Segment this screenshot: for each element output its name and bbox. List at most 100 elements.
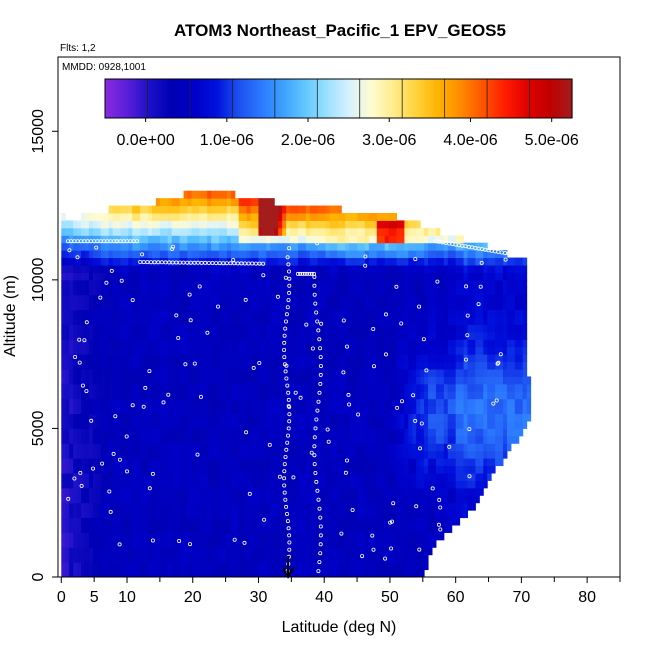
heatmap-cell xyxy=(124,473,129,481)
heatmap-cell xyxy=(404,421,409,429)
heatmap-cell xyxy=(187,554,192,563)
heatmap-cell xyxy=(234,205,240,214)
heatmap-cell xyxy=(222,331,228,340)
heatmap-cell xyxy=(455,250,461,259)
heatmap-cell xyxy=(451,502,457,511)
heatmap-cell xyxy=(388,324,394,333)
heatmap-cell xyxy=(155,554,161,563)
heatmap-cell xyxy=(230,391,236,400)
heatmap-cell xyxy=(282,383,287,392)
heatmap-cell xyxy=(384,287,390,296)
heatmap-cell xyxy=(357,294,362,303)
heatmap-cell xyxy=(199,317,204,325)
heatmap-cell xyxy=(230,532,236,541)
heatmap-cell xyxy=(219,257,224,266)
heatmap-cell xyxy=(293,450,299,459)
heatmap-cell xyxy=(112,398,117,407)
heatmap-cell xyxy=(148,250,153,259)
heatmap-cell xyxy=(286,235,291,244)
heatmap-cell xyxy=(372,376,378,385)
heatmap-cell xyxy=(222,450,228,459)
heatmap-cell xyxy=(116,413,121,422)
heatmap-cell xyxy=(73,383,78,392)
heatmap-cell xyxy=(368,317,374,325)
heatmap-cell xyxy=(392,242,398,251)
heatmap-cell xyxy=(116,450,121,459)
heatmap-cell xyxy=(368,539,374,548)
heatmap-cell xyxy=(317,413,323,422)
heatmap-cell xyxy=(219,539,224,548)
heatmap-cell xyxy=(167,354,173,363)
heatmap-cell xyxy=(305,205,311,214)
heatmap-cell xyxy=(155,525,161,533)
heatmap-cell xyxy=(238,458,244,467)
heatmap-cell xyxy=(171,265,177,273)
heatmap-cell xyxy=(108,309,114,318)
heatmap-cell xyxy=(428,250,433,259)
heatmap-cell xyxy=(305,398,311,407)
heatmap-cell xyxy=(290,435,295,444)
heatmap-cell xyxy=(211,198,216,207)
heatmap-cell xyxy=(226,450,232,459)
heatmap-cell xyxy=(167,376,173,385)
heatmap-cell xyxy=(361,428,366,437)
heatmap-cell xyxy=(211,302,216,311)
heatmap-cell xyxy=(270,213,275,221)
heatmap-cell xyxy=(341,272,346,281)
heatmap-cell xyxy=(112,250,117,259)
heatmap-cell xyxy=(380,495,386,504)
heatmap-cell xyxy=(443,517,449,526)
heatmap-cell xyxy=(116,235,121,244)
heatmap-cell xyxy=(148,406,153,415)
heatmap-cell xyxy=(159,465,165,474)
heatmap-cell xyxy=(77,435,82,444)
heatmap-cell xyxy=(317,250,323,259)
heatmap-cell xyxy=(128,324,133,333)
heatmap-cell xyxy=(396,235,401,244)
heatmap-cell xyxy=(254,369,259,377)
heatmap-cell xyxy=(183,198,188,207)
heatmap-cell xyxy=(128,465,133,474)
heatmap-cell xyxy=(61,354,66,363)
heatmap-cell xyxy=(400,361,405,370)
heatmap-cell xyxy=(341,532,346,541)
heatmap-cell xyxy=(443,257,449,266)
heatmap-cell xyxy=(163,235,169,244)
heatmap-cell xyxy=(159,406,165,415)
heatmap-cell xyxy=(388,473,394,481)
heatmap-cell xyxy=(77,317,82,325)
heatmap-cell xyxy=(396,458,401,467)
heatmap-cell xyxy=(203,213,208,221)
heatmap-cell xyxy=(416,279,421,288)
heatmap-cell xyxy=(313,265,319,273)
heatmap-cell xyxy=(384,473,390,481)
heatmap-cell xyxy=(376,272,382,281)
heatmap-cell xyxy=(238,554,244,563)
heatmap-cell xyxy=(258,406,263,415)
heatmap-cell xyxy=(187,391,192,400)
heatmap-cell xyxy=(447,391,453,400)
heatmap-cell xyxy=(124,539,129,548)
heatmap-cell xyxy=(152,391,157,400)
heatmap-cell xyxy=(416,235,421,244)
heatmap-cell xyxy=(361,309,366,318)
heatmap-cell xyxy=(333,369,338,377)
heatmap-cell xyxy=(250,539,256,548)
heatmap-cell xyxy=(420,465,425,474)
heatmap-cell xyxy=(88,242,94,251)
heatmap-cell xyxy=(451,443,457,452)
heatmap-cell xyxy=(159,383,165,392)
heatmap-cell xyxy=(155,324,161,333)
heatmap-cell xyxy=(262,383,267,392)
heatmap-cell xyxy=(305,421,311,429)
heatmap-cell xyxy=(175,517,181,526)
heatmap-cell xyxy=(179,331,185,340)
heatmap-cell xyxy=(428,525,433,533)
heatmap-cell xyxy=(372,391,378,400)
heatmap-cell xyxy=(282,517,287,526)
heatmap-cell xyxy=(337,458,342,467)
heatmap-cell xyxy=(388,421,394,429)
heatmap-cell xyxy=(455,287,461,296)
heatmap-cell xyxy=(262,554,267,563)
heatmap-cell xyxy=(148,554,153,563)
